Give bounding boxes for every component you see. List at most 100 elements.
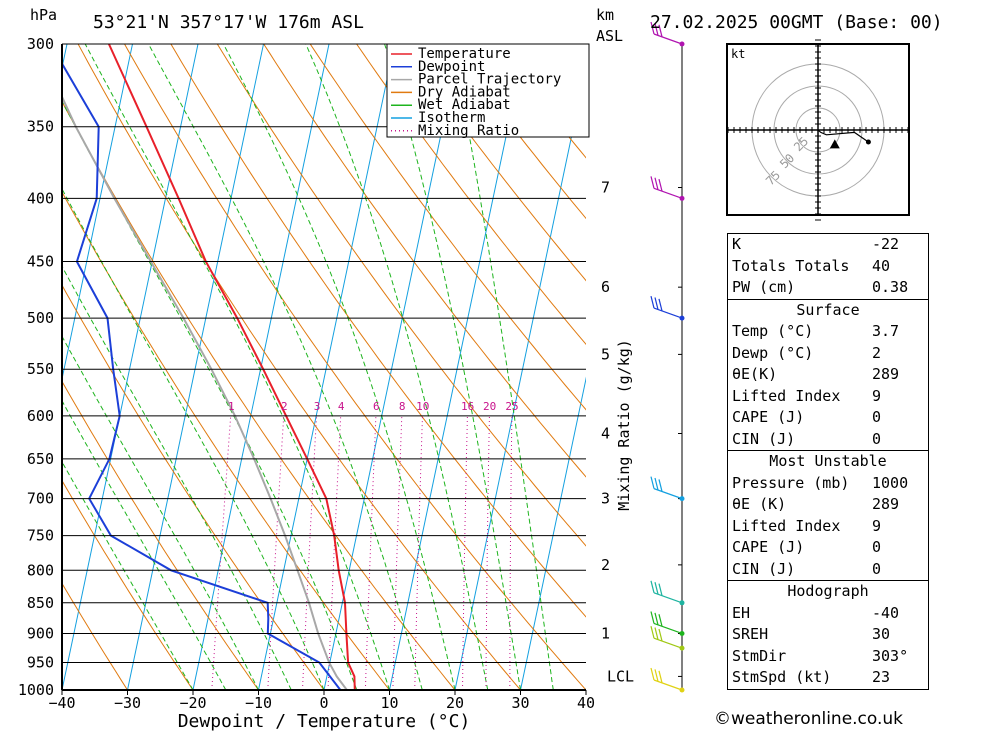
x-tick-label: −40 (48, 694, 75, 712)
table-row: Lifted Index 9 (728, 386, 928, 408)
section-title: Surface (796, 300, 860, 319)
row-key: CIN (J) (732, 429, 796, 448)
row-value: 0 (872, 408, 882, 426)
footer-credit: ©weatheronline.co.uk (714, 709, 904, 729)
mixing-ratio-label: 1 (228, 400, 235, 413)
row-value: 40 (872, 256, 891, 275)
row-value: 9 (872, 516, 882, 535)
wind-barb-flag (658, 479, 663, 492)
mixing-ratio-label: 8 (399, 400, 406, 413)
parcel-trajectory-line (62, 94, 348, 690)
table-row: EH -40 (728, 603, 928, 625)
pressure-tick-label: 600 (27, 407, 54, 425)
table-row: Dewp (°C) 2 (728, 343, 928, 365)
height-tick-label: 5 (601, 345, 610, 363)
row-value: 303° (872, 646, 909, 665)
wind-barb-shaft (653, 592, 683, 604)
height-tick-label: 7 (601, 179, 610, 197)
height-tick-label: 1 (601, 624, 610, 642)
asl-label: ASL (596, 27, 623, 45)
wind-barb-flag (654, 669, 659, 682)
table-row: θE (K) 289 (728, 494, 928, 516)
wind-barb-flag (654, 297, 659, 310)
totals-totals-row: Totals Totals 40 (728, 256, 928, 278)
wet-adiabat-line (222, 44, 456, 690)
wind-barb-flag (654, 477, 659, 491)
wet-adiabat-line (84, 44, 390, 690)
dry-adiabat-line (62, 582, 128, 690)
row-value: 2 (872, 343, 882, 362)
mixing-ratio-label: 20 (483, 400, 496, 413)
table-row: CIN (J) 0 (728, 559, 928, 581)
mixing-ratio-label: 16 (461, 400, 474, 413)
wind-barb-flag (650, 295, 655, 309)
wind-barb-flag (650, 626, 655, 639)
row-key: K (732, 235, 742, 253)
wet-adiabat-line (62, 265, 292, 690)
table-row: θE(K) 289 (728, 364, 928, 386)
temperature-line (107, 44, 356, 690)
dry-adiabat-line (309, 44, 586, 411)
pressure-tick-label: 700 (27, 490, 54, 508)
dry-adiabat-line (170, 44, 586, 618)
row-key: Temp (°C) (732, 322, 814, 340)
row-key: θE(K) (732, 365, 778, 383)
pressure-tick-label: 800 (27, 561, 54, 579)
pressure-tick-label: 400 (27, 189, 54, 207)
row-value: 3.7 (872, 322, 900, 340)
row-key: Lifted Index (732, 386, 841, 405)
mixing-ratio-line (302, 415, 318, 690)
row-value: 289 (872, 365, 900, 383)
wind-barb-flag (650, 476, 655, 489)
wind-barb-flag (658, 670, 663, 683)
mixing-ratio-label: 2 (281, 400, 288, 413)
row-key: SREH (732, 625, 769, 643)
wet-adiabat-line (62, 460, 194, 690)
mixing-ratio-line (364, 415, 377, 690)
isotherm-line (454, 65, 586, 690)
wind-barb-flag (658, 583, 663, 596)
row-value: 0 (872, 429, 882, 448)
pressure-tick-label: 1000 (18, 681, 54, 699)
pressure-tick-label: 950 (27, 653, 54, 671)
pressure-tick-label: 550 (27, 360, 54, 378)
mixing-ratio-label: 3 (314, 400, 321, 413)
wind-barb-flag (658, 179, 663, 192)
row-value: -22 (872, 235, 900, 253)
wind-barb-flag (650, 580, 655, 593)
wind-barb-shaft (653, 679, 683, 691)
wind-barb-flag (658, 298, 663, 312)
pressure-tick-label: 500 (27, 309, 54, 327)
dry-adiabat-line (216, 44, 586, 547)
most-unstable-section: Most Unstable Pressure (mb) 1000 θE (K) 28… (728, 450, 928, 580)
dry-adiabat-line (62, 284, 325, 690)
dry-adiabat-line (62, 479, 194, 690)
table-row: Temp (°C) 3.7 (728, 321, 928, 343)
dry-adiabat-line (356, 44, 586, 346)
mixing-ratio-line (485, 415, 490, 690)
x-tick-label: 30 (511, 694, 529, 712)
mixing-ratio-line (462, 415, 468, 690)
legend-label: Wet Adiabat (418, 97, 511, 113)
row-key: Totals Totals (732, 256, 850, 275)
mixing-ratio-label: 25 (505, 400, 518, 413)
location-label: 53°21'N 357°17'W 176m ASL (93, 12, 364, 33)
row-value: 1000 (872, 473, 909, 492)
hodograph-section: Hodograph EH -40 SREH 30 StmDir 303° StmSpd… (728, 580, 928, 689)
wind-barb-flag (650, 667, 655, 681)
x-tick-label: −20 (179, 694, 206, 712)
pressure-tick-label: 650 (27, 450, 54, 468)
wind-barb-flag (658, 628, 663, 642)
pressure-tick-label: 450 (27, 253, 54, 271)
storm-motion-marker (829, 139, 840, 149)
x-tick-label: 10 (380, 694, 398, 712)
wind-barb-flag (654, 612, 659, 626)
height-tick-label: 3 (601, 490, 610, 508)
wind-barb-flag (658, 614, 663, 627)
pressure-tick-label: 900 (27, 624, 54, 642)
wind-barb-shaft (653, 637, 683, 649)
pressure-unit-label: hPa (30, 6, 57, 24)
mixing-ratio-axis-title: Mixing Ratio (g/kg) (615, 339, 633, 511)
